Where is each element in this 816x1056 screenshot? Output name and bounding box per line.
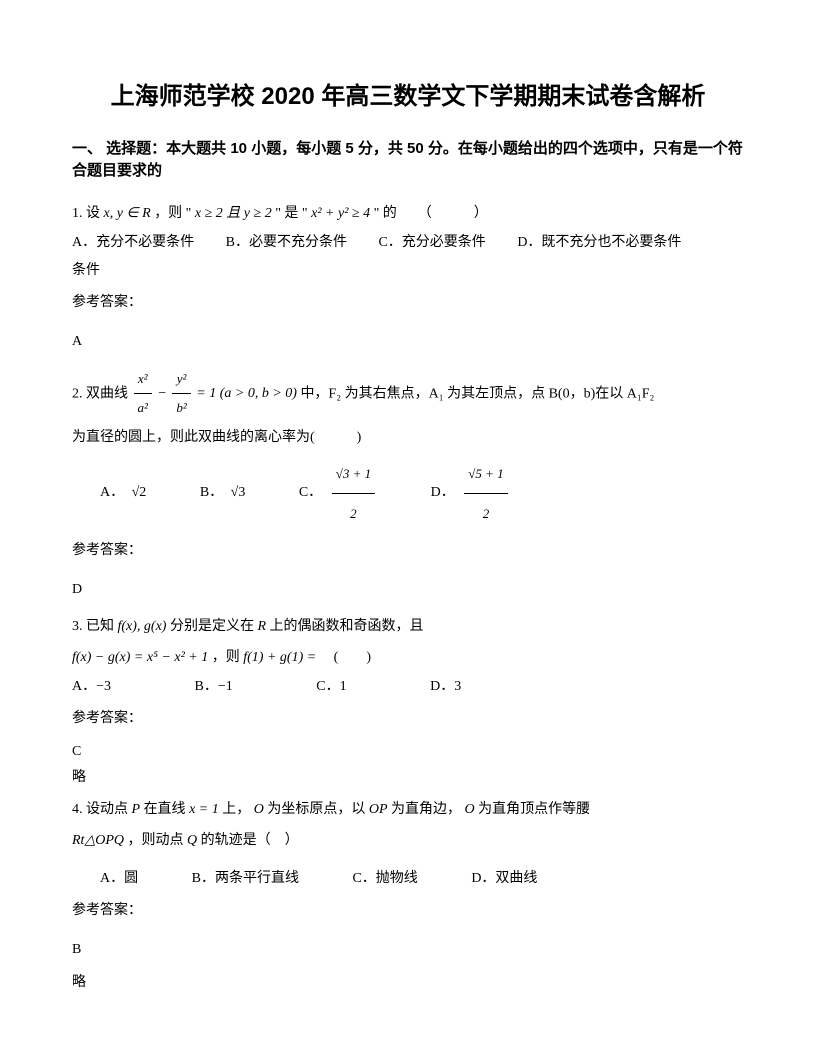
q4-options: A．圆 B．两条平行直线 C．抛物线 D．双曲线 [72, 865, 744, 893]
q1-formula2: x ≥ 2 且 y ≥ 2 [195, 206, 272, 221]
q2-optC-num: √3 + 1 [332, 454, 375, 494]
question-2: 2. 双曲线 x²a² − y²b² = 1 (a > 0, b > 0) 中，… [72, 365, 744, 533]
q1-answer-label: 参考答案： [72, 289, 744, 317]
q3-optD: D．3 [430, 679, 461, 694]
q1-mid3: " 的 （ ） [374, 206, 488, 221]
q4-mid5: 为直角顶点作等腰 [478, 802, 590, 817]
q4-mid4: 为直角边， [391, 802, 461, 817]
q2-options: A． √2 B． √3 C． √3 + 1 2 D． √5 + 1 2 [72, 454, 744, 533]
q4-prefix: 4. 设动点 [72, 802, 128, 817]
q2-formula: x²a² − y²b² = 1 (a > 0, b > 0) [132, 386, 301, 401]
q3-formula2: R [257, 619, 266, 634]
q1-stem: 1. 设 x, y ∈ R ，则 " x ≥ 2 且 y ≥ 2 " 是 " x… [72, 199, 744, 230]
q2-optA-val: √2 [132, 485, 147, 500]
q4-formula1: P [132, 802, 141, 817]
q4-optD: D．双曲线 [471, 871, 537, 886]
q1-formula1: x, y ∈ R [104, 206, 151, 221]
q4-stem-line2: Rt△OPQ ，则动点 Q 的轨迹是（ ） [72, 826, 744, 857]
q4-formula4: OP [369, 802, 388, 817]
q2-optD: D． √5 + 1 2 [431, 454, 510, 533]
q3-mid1: 分别是定义在 [170, 619, 254, 634]
q3-stem-line1: 3. 已知 f(x), g(x) 分别是定义在 R 上的偶函数和奇函数，且 [72, 612, 744, 643]
q4-mid1: 在直线 [144, 802, 186, 817]
q4-line2c: Q [187, 833, 197, 848]
q4-answer: B [72, 937, 744, 962]
q1-answer: A [72, 329, 744, 354]
q3-optA: A．−3 [72, 673, 111, 701]
q2-optD-num: √5 + 1 [464, 454, 507, 494]
q4-formula5: O [465, 802, 475, 817]
q4-answer-label: 参考答案： [72, 897, 744, 925]
document-title: 上海师范学校 2020 年高三数学文下学期期末试卷含解析 [72, 80, 744, 114]
q3-line2c: f(1) + g(1) = [243, 650, 316, 665]
q2-optA-label: A． [100, 485, 124, 500]
q4-optC: C．抛物线 [352, 865, 417, 893]
q1-options: A．充分不必要条件 B．必要不充分条件 C．充分必要条件 D．既不充分也不必要条… [72, 229, 744, 257]
q2-optD-frac: √5 + 1 2 [464, 454, 507, 533]
q2-optB-label: B． [200, 485, 223, 500]
q2-optB: B． √3 [200, 472, 246, 514]
q3-answer-label: 参考答案： [72, 705, 744, 733]
q3-formula1: f(x), g(x) [118, 619, 167, 634]
q3-prefix: 3. 已知 [72, 619, 114, 634]
q1-mid1: ，则 " [154, 206, 191, 221]
q4-optB: B．两条平行直线 [192, 865, 299, 893]
q1-optA: A．充分不必要条件 [72, 235, 194, 250]
q2-answer: D [72, 577, 744, 602]
q2-prefix: 2. 双曲线 [72, 386, 128, 401]
q1-optD-extra: 条件 [72, 257, 744, 285]
q4-brief: 略 [72, 972, 744, 994]
q4-stem-line1: 4. 设动点 P 在直线 x = 1 上， O 为坐标原点，以 OP 为直角边，… [72, 795, 744, 826]
question-1: 1. 设 x, y ∈ R ，则 " x ≥ 2 且 y ≥ 2 " 是 " x… [72, 199, 744, 286]
q2-stem-line1: 2. 双曲线 x²a² − y²b² = 1 (a > 0, b > 0) 中，… [72, 365, 744, 423]
q2-answer-label: 参考答案： [72, 537, 744, 565]
q2-optC-frac: √3 + 1 2 [332, 454, 375, 533]
question-3: 3. 已知 f(x), g(x) 分别是定义在 R 上的偶函数和奇函数，且 f(… [72, 612, 744, 702]
q1-optC: C．充分必要条件 [378, 235, 485, 250]
q2-optD-den: 2 [464, 494, 507, 533]
q1-optB: B．必要不充分条件 [226, 235, 347, 250]
section-header: 一、 选择题：本大题共 10 小题，每小题 5 分，共 50 分。在每小题给出的… [72, 138, 744, 183]
q4-line2d: 的轨迹是（ ） [201, 833, 299, 848]
q3-brief: 略 [72, 767, 744, 789]
q1-mid2: " 是 " [275, 206, 307, 221]
question-4: 4. 设动点 P 在直线 x = 1 上， O 为坐标原点，以 OP 为直角边，… [72, 795, 744, 893]
q2-optC-den: 2 [332, 494, 375, 533]
q4-formula2: x = 1 [189, 802, 219, 817]
q3-line2a: f(x) − g(x) = x⁵ − x² + 1 [72, 650, 208, 665]
q4-line2a: Rt△OPQ [72, 833, 124, 848]
q2-mid: 中，F₂ 为其右焦点，A₁ 为其左顶点，点 B(0，b)在以 A₁F₂ [300, 386, 654, 401]
q1-prefix: 1. 设 [72, 206, 100, 221]
q2-optA: A． √2 [100, 472, 146, 514]
q3-optC: C．1 [316, 673, 346, 701]
q3-answer: C [72, 739, 744, 764]
q4-mid2: 上， [222, 802, 250, 817]
q2-optC-label: C． [299, 485, 322, 500]
q4-mid3: 为坐标原点，以 [267, 802, 365, 817]
q1-formula3: x² + y² ≥ 4 [311, 206, 370, 221]
q2-stem-line2: 为直径的圆上，则此双曲线的离心率为( ) [72, 423, 744, 454]
q3-mid2: 上的偶函数和奇函数，且 [270, 619, 424, 634]
q3-stem-line2: f(x) − g(x) = x⁵ − x² + 1 ，则 f(1) + g(1)… [72, 643, 744, 674]
q4-optA: A．圆 [100, 865, 138, 893]
q3-options: A．−3 B．−1 C．1 D．3 [72, 673, 744, 701]
q1-optD: D．既不充分也不必要条件 [517, 235, 681, 250]
q3-line2d: ( ) [320, 650, 371, 665]
q4-line2b: ，则动点 [127, 833, 183, 848]
q4-formula3: O [254, 802, 264, 817]
q3-optB: B．−1 [195, 673, 233, 701]
q2-optB-val: √3 [231, 485, 246, 500]
q2-optC: C． √3 + 1 2 [299, 454, 377, 533]
q3-line2b: ，则 [212, 650, 240, 665]
q2-optD-label: D． [431, 485, 455, 500]
